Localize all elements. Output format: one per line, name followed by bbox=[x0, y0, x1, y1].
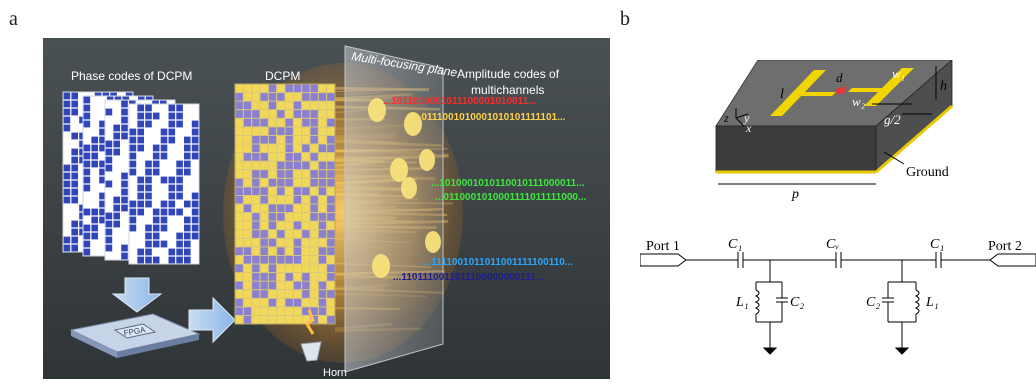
cv-label: Cᵥ bbox=[826, 237, 839, 252]
phase-codes-title: Phase codes of DCPM bbox=[71, 69, 192, 83]
resonator-bar-right bbox=[848, 88, 888, 92]
amplitude-title-line1: Amplitude codes of bbox=[457, 67, 560, 81]
axis-z: z bbox=[723, 111, 729, 125]
dim-p: p bbox=[791, 187, 799, 202]
port-2-terminal bbox=[990, 254, 1036, 266]
focus-spot bbox=[372, 254, 390, 278]
focus-spot bbox=[401, 177, 417, 199]
dim-h: h bbox=[940, 79, 947, 94]
port-2-label: Port 2 bbox=[988, 239, 1022, 254]
equivalent-circuit bbox=[640, 252, 1036, 354]
illustration-canvas: FPGA Phase codes of DCPM DCPM Multi-focu… bbox=[43, 38, 610, 379]
l1-right-label: L₁ bbox=[925, 295, 939, 310]
amplitude-code-row: ...1111001011011001111100110... bbox=[423, 257, 573, 268]
resonator-bar-left bbox=[796, 92, 836, 96]
c2-left-label: C₂ bbox=[790, 295, 804, 310]
phase-code-sheet bbox=[129, 104, 199, 264]
dcpm-metasurface bbox=[235, 84, 335, 324]
dcpm-label: DCPM bbox=[265, 69, 300, 83]
dim-l: l bbox=[780, 87, 784, 102]
amplitude-title-line2: multichannels bbox=[471, 83, 544, 97]
unit-cell-and-circuit: l d w₁ w₂ g/2 h p Ground z y x bbox=[640, 60, 1036, 379]
amplitude-code-row: ...1010001010110010111000011... bbox=[431, 178, 585, 189]
c1-right-label: C₁ bbox=[930, 237, 944, 252]
panel-b-canvas: l d w₁ w₂ g/2 h p Ground z y x bbox=[640, 60, 1036, 379]
c2-right-label: C₂ bbox=[866, 295, 880, 310]
horn-label: Horn bbox=[323, 367, 347, 379]
dim-g2: g/2 bbox=[884, 112, 901, 127]
amplitude-code-row: ...0111001010001010101111101... bbox=[413, 112, 566, 123]
unit-cell: l d w₁ w₂ g/2 h p Ground z y x bbox=[716, 60, 952, 202]
multi-focusing-illustration: FPGA Phase codes of DCPM DCPM Multi-focu… bbox=[43, 38, 610, 379]
l1-left-label: L₁ bbox=[735, 295, 749, 310]
dim-w2: w₂ bbox=[852, 94, 866, 109]
focus-spot bbox=[419, 149, 435, 171]
amplitude-code-row: ...0110001010001111011111000... bbox=[435, 192, 587, 203]
panel-label-b: b bbox=[620, 8, 630, 31]
dim-d: d bbox=[836, 70, 843, 85]
panel-label-a: a bbox=[9, 8, 18, 31]
axis-x: x bbox=[745, 121, 752, 135]
port-1-terminal bbox=[640, 254, 686, 266]
ground-label: Ground bbox=[906, 165, 949, 180]
phase-code-sheets bbox=[63, 92, 199, 264]
amplitude-code-row: ...1101110011011100000000111... bbox=[393, 272, 545, 283]
multi-focusing-plane bbox=[345, 46, 443, 372]
focus-spot bbox=[425, 231, 441, 253]
amplitude-code-row: ...1011010001011100001010011... bbox=[383, 96, 537, 107]
c1-left-label: C₁ bbox=[728, 237, 742, 252]
dim-w1: w₁ bbox=[892, 66, 905, 81]
substrate-front bbox=[716, 126, 876, 172]
port-1-label: Port 1 bbox=[646, 239, 680, 254]
